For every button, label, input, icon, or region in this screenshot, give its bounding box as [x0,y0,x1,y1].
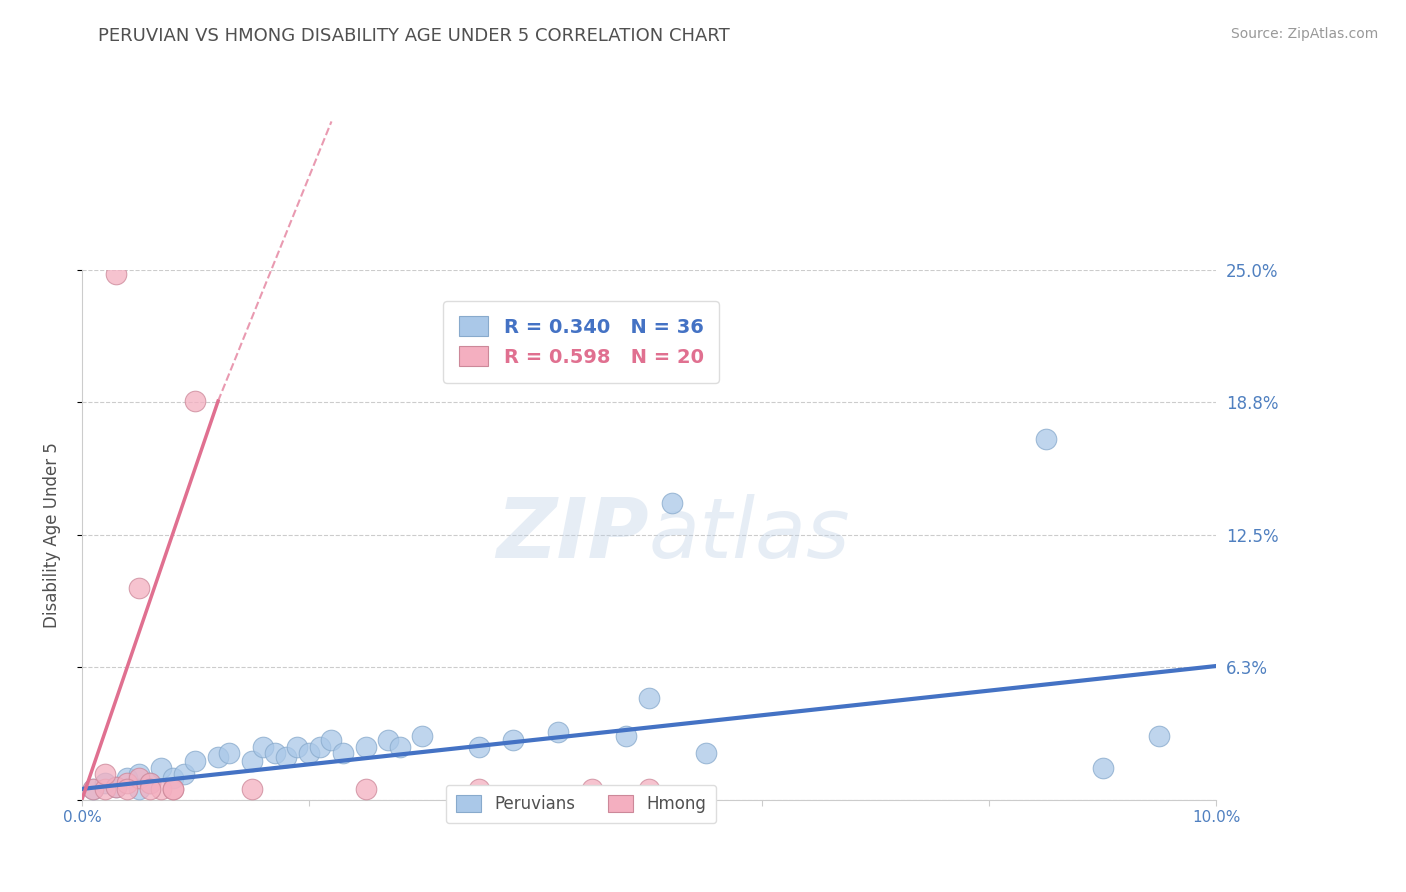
Point [287,739,309,754]
Point [184,755,207,769]
Point [128,581,150,595]
Point [139,781,162,796]
Point [162,781,184,796]
Point [104,267,127,281]
Point [104,780,127,794]
Point [240,781,263,796]
Point [128,772,150,786]
Point [207,750,229,764]
Point [139,775,162,789]
Point [581,781,603,796]
Point [128,767,150,781]
Point [128,781,150,796]
Y-axis label: Disability Age Under 5: Disability Age Under 5 [44,442,60,628]
Point [1149,729,1171,743]
Point [263,746,285,760]
Text: PERUVIAN VS HMONG DISABILITY AGE UNDER 5 CORRELATION CHART: PERUVIAN VS HMONG DISABILITY AGE UNDER 5… [98,27,730,45]
Point [82,781,104,796]
Point [218,746,240,760]
Point [321,733,343,747]
Point [309,739,332,754]
Point [388,739,411,754]
Point [139,775,162,789]
Point [82,781,104,796]
Point [162,781,184,796]
Point [332,746,354,760]
Point [104,780,127,794]
Text: ZIP: ZIP [496,494,650,575]
Point [173,767,195,781]
Point [150,781,173,796]
Point [377,733,399,747]
Point [638,690,661,705]
Point [661,496,683,510]
Point [354,739,377,754]
Point [468,781,491,796]
Point [184,394,207,409]
Legend: Peruvians, Hmong: Peruvians, Hmong [446,785,717,823]
Text: Source: ZipAtlas.com: Source: ZipAtlas.com [1230,27,1378,41]
Point [252,739,274,754]
Point [1035,432,1057,446]
Point [638,781,661,796]
Point [502,733,524,747]
Point [695,746,717,760]
Text: atlas: atlas [650,494,851,575]
Point [150,761,173,775]
Point [274,750,297,764]
Point [1091,761,1114,775]
Point [93,781,115,796]
Point [117,772,139,786]
Point [117,775,139,789]
Point [93,775,115,789]
Point [547,724,569,739]
Point [616,729,638,743]
Point [298,746,321,760]
Point [354,781,377,796]
Point [117,781,139,796]
Point [162,772,184,786]
Point [468,739,491,754]
Point [411,729,433,743]
Point [240,755,263,769]
Point [93,767,115,781]
